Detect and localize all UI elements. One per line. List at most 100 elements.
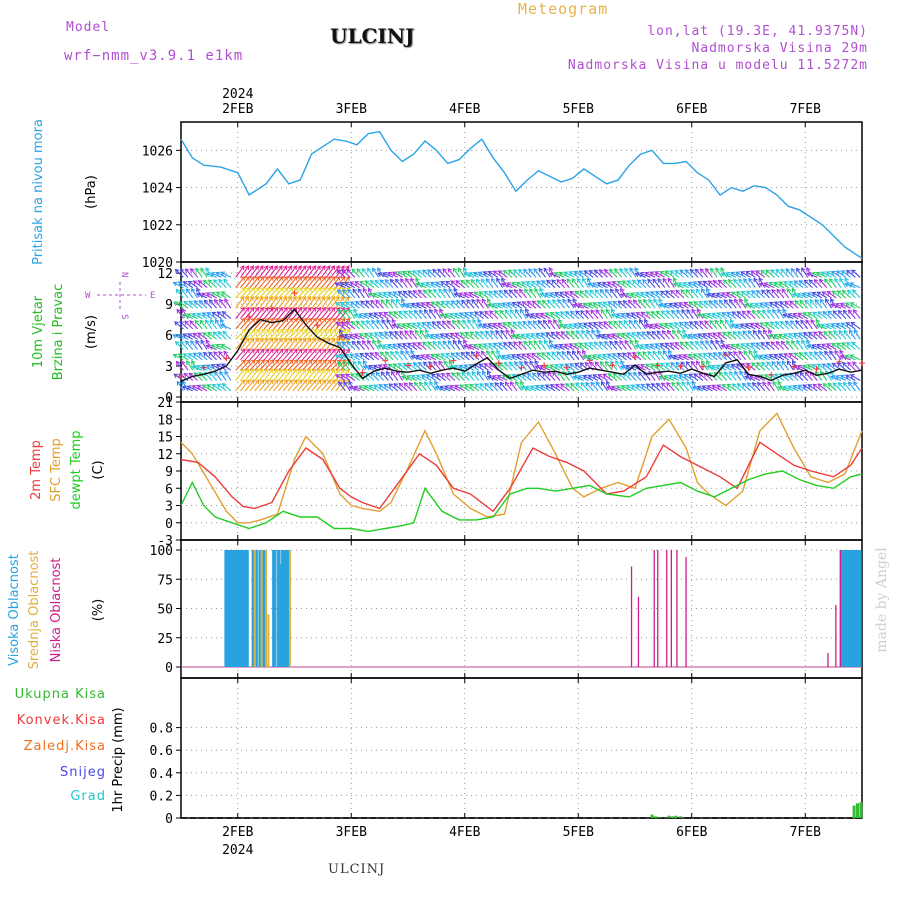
wind-arrow xyxy=(357,288,365,299)
wind-arrow-head xyxy=(302,317,308,323)
wind-arrow-head xyxy=(672,354,678,360)
wind-arrow-head xyxy=(338,381,343,387)
x-tick-label-top: 3FEB xyxy=(336,102,367,117)
wind-arrow-head xyxy=(479,330,485,336)
wind-arrow xyxy=(282,276,293,288)
wind-arrow xyxy=(556,279,565,288)
wind-arrow xyxy=(194,372,203,381)
wind-arrow xyxy=(235,328,246,340)
wind-arrow-head xyxy=(474,331,480,336)
wind-arrow-head xyxy=(659,271,665,276)
wind-arrow xyxy=(268,276,279,288)
wind-arrow-head xyxy=(381,344,387,349)
wind-arrow xyxy=(455,280,465,289)
sfc-temp-line xyxy=(180,412,863,524)
wind-arrow xyxy=(434,386,446,392)
wind-arrow xyxy=(655,343,665,350)
wind-arrow xyxy=(210,272,222,278)
wind-arrow xyxy=(182,333,194,340)
wind-arrow-head xyxy=(795,267,801,273)
wind-arrow xyxy=(371,319,380,330)
wind-arrow-head xyxy=(216,383,222,388)
cloud-bar-2 xyxy=(676,550,678,667)
wind-arrow-head xyxy=(245,337,250,343)
wind-arrow-head xyxy=(595,309,600,314)
wind-arrow xyxy=(748,350,756,361)
wind-arrow xyxy=(545,384,556,392)
wind-arrow-head xyxy=(379,351,385,357)
wind-arrow-head xyxy=(453,287,458,293)
wind-arrow xyxy=(282,287,294,299)
wind-arrow xyxy=(676,309,685,319)
wind-arrow-head xyxy=(845,322,851,327)
wind-arrow xyxy=(592,282,604,289)
wind-arrow xyxy=(235,276,246,288)
wind-arrow xyxy=(368,312,379,320)
wind-arrow-head xyxy=(358,313,364,318)
wind-arrow-head xyxy=(534,359,539,365)
wind-arrow xyxy=(544,365,556,371)
wind-arrow-head xyxy=(732,331,738,336)
wind-arrow-head xyxy=(274,348,279,354)
wind-arrow-head xyxy=(538,267,543,273)
wind-arrow xyxy=(209,319,218,330)
precip-bar xyxy=(650,814,654,818)
wind-arrow-head xyxy=(617,300,623,306)
wind-arrow-head xyxy=(693,301,699,306)
wind-arrow xyxy=(306,276,317,288)
wind-arrow xyxy=(509,381,518,392)
wind-arrow-head xyxy=(837,309,843,315)
wind-arrow-head xyxy=(431,321,437,326)
wind-arrow-head xyxy=(363,332,369,338)
wind-arrow-head xyxy=(474,383,479,388)
wind-arrow-head xyxy=(377,292,383,297)
wind-arrow-head xyxy=(450,300,456,305)
pressure-series-line xyxy=(180,130,863,259)
temperature-ytick-label: 21 xyxy=(157,396,173,411)
wind-arrow-head xyxy=(307,306,312,312)
wind-arrow-head xyxy=(536,352,541,357)
wind-arrow-head xyxy=(302,306,307,312)
wind-arrow-head xyxy=(370,299,375,305)
wind-arrow-head xyxy=(536,300,542,305)
wind-arrow-head xyxy=(765,341,771,347)
wind-arrow-head xyxy=(507,341,513,347)
wind-arrow xyxy=(605,361,613,371)
wind-arrow xyxy=(297,368,307,381)
wind-arrow xyxy=(682,334,694,340)
wind-arrow xyxy=(757,310,766,319)
wind-arrow xyxy=(301,318,313,330)
wind-arrow xyxy=(841,322,851,330)
wind-arrow xyxy=(504,309,513,319)
wind-arrow-head xyxy=(796,292,802,298)
footer-station: ULCINJ xyxy=(328,862,386,877)
wind-arrow-head xyxy=(610,313,616,319)
wind-arrow xyxy=(555,383,565,392)
wind-arrow xyxy=(500,329,508,340)
wind-arrow-head xyxy=(641,331,647,336)
wind-arrow xyxy=(644,272,656,278)
temperature-ytick-label: 12 xyxy=(157,448,173,463)
wind-arrow xyxy=(822,291,832,299)
wind-arrow-head xyxy=(791,292,797,298)
wind-arrow xyxy=(392,324,403,330)
wind-arrow-head xyxy=(548,344,554,350)
wind-arrow-head xyxy=(326,379,332,384)
temperature-ytick-label: 9 xyxy=(165,465,173,480)
wind-arrow xyxy=(386,319,394,330)
wind-arrow-head xyxy=(806,267,811,272)
wind-arrow-head xyxy=(407,290,413,295)
wind-arrow xyxy=(496,278,504,288)
wind-arrow xyxy=(442,320,451,330)
wind-arrow-head xyxy=(570,330,576,336)
wind-arrow xyxy=(339,282,351,289)
wind-arrow-head xyxy=(792,385,798,390)
wind-arrow xyxy=(425,282,437,289)
wind-arrow xyxy=(650,343,661,350)
wind-arrow-head xyxy=(622,300,628,305)
wind-arrow xyxy=(559,272,570,278)
wind-arrow-head xyxy=(354,353,360,358)
wind-arrow-head xyxy=(205,267,210,272)
wind-arrow-head xyxy=(307,286,313,292)
wind-arrow-head xyxy=(828,330,833,336)
